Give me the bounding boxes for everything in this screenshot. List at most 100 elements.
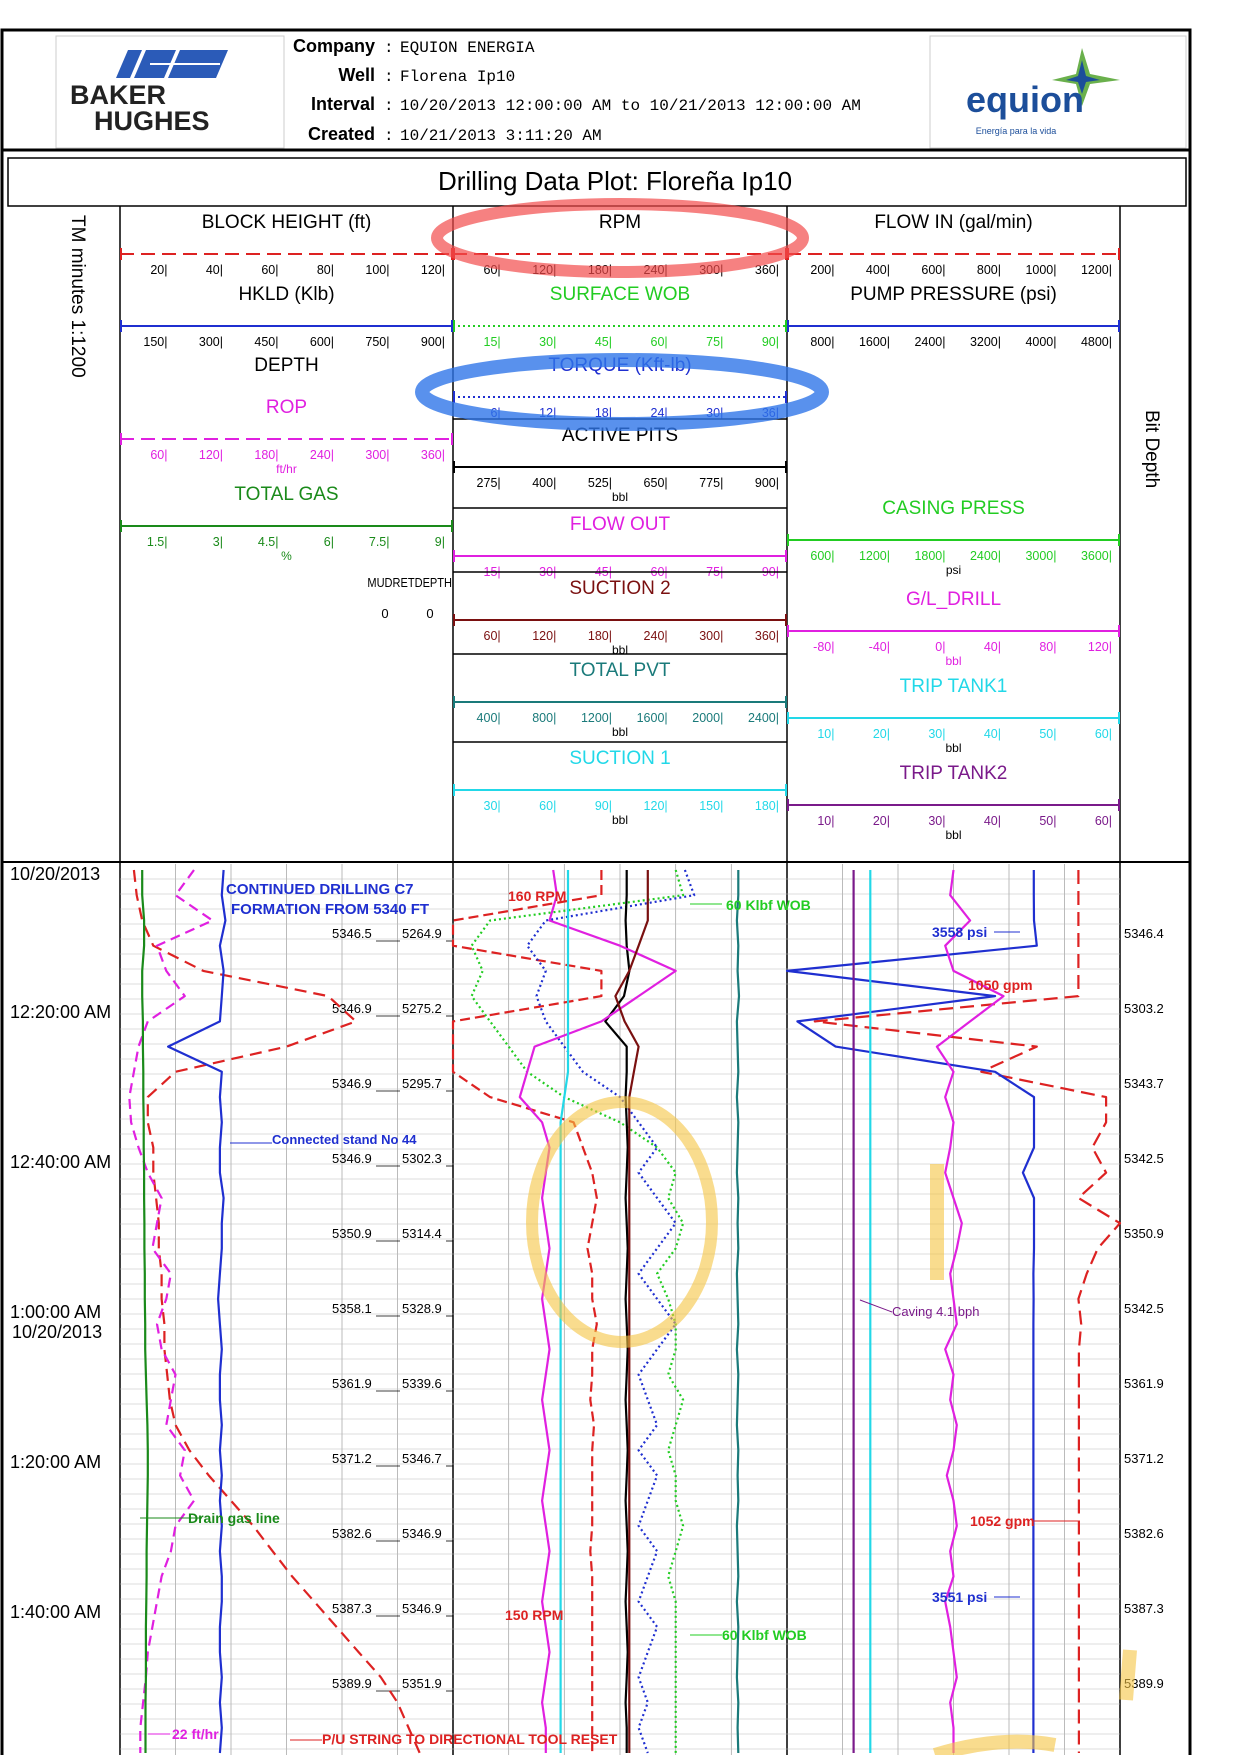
legend-tick-label: 600| (921, 263, 945, 277)
legend-tick-label: 2400| (970, 549, 1001, 563)
legend-tick-label: 240| (310, 448, 334, 462)
legend-tick-label: 275| (477, 476, 501, 490)
legend-tick-label: 3200| (970, 335, 1001, 349)
legend-tick-label: 360| (421, 448, 445, 462)
legend-tick-label: 400| (866, 263, 890, 277)
time-label: 1:40:00 AM (10, 1602, 101, 1622)
depth-value-tvd: 5339.6 (402, 1376, 442, 1391)
legend-tick-label: 120| (199, 448, 223, 462)
legend-tick-label: 9| (435, 535, 445, 549)
legend-tick-label: 900| (421, 335, 445, 349)
note-160-rpm: 160 RPM (508, 888, 566, 904)
legend-unit-label: bbl (612, 813, 628, 827)
note-1052-gpm: 1052 gpm (970, 1513, 1035, 1529)
legend-curve-name: BLOCK HEIGHT (ft) (202, 212, 372, 233)
legend-tick-label: 30| (928, 727, 945, 741)
legend-tick-label: 300| (365, 448, 389, 462)
curve-total-gas (141, 870, 149, 1753)
curve-g-l-drill (935, 869, 1005, 1753)
legend-curve-name: SURFACE WOB (550, 284, 690, 305)
mudret-value-2: 0 (426, 606, 433, 621)
highlight-rpm-circle (431, 198, 809, 278)
legend-curve-name: FLOW OUT (570, 514, 671, 535)
legend-tick-label: 40| (206, 263, 223, 277)
legend-tick-label: 60| (1095, 814, 1112, 828)
legend-tick-label: 180| (254, 448, 278, 462)
legend-tick-label: 30| (484, 799, 501, 813)
curve-surface-wob (470, 869, 685, 1753)
legend-tick-label: 60| (1095, 727, 1112, 741)
depth-value-tvd: 5346.7 (402, 1451, 442, 1466)
note-caving-leader (859, 1299, 893, 1313)
legend-tick-label: 180| (755, 799, 779, 813)
plot-title: Drilling Data Plot: Floreña Ip10 (438, 166, 792, 196)
plot-title-box (7, 157, 1187, 207)
bit-depth-value: 5342.5 (1124, 1301, 1164, 1316)
legend-tick-label: 600| (310, 335, 334, 349)
well-value: Florena Ip10 (400, 68, 515, 86)
legend-curve-name: PUMP PRESSURE (psi) (850, 284, 1057, 305)
legend-curve-name: CASING PRESS (882, 498, 1025, 519)
highlight-torque-circle (415, 353, 829, 431)
legend-tick-label: 450| (254, 335, 278, 349)
equion-logo: equion Energía para la vida (966, 48, 1120, 136)
legend-tick-label: 4800| (1081, 335, 1112, 349)
highlight-mark-2 (1119, 1649, 1137, 1701)
time-label: 1:20:00 AM (10, 1452, 101, 1472)
created-colon: : (384, 127, 394, 145)
baker-hughes-logo: BAKER HUGHES (70, 50, 228, 136)
depth-value-tvd: 5302.3 (402, 1151, 442, 1166)
mudret-value-1: 0 (381, 606, 388, 621)
legend-tick-label: 400| (532, 476, 556, 490)
time-date-label: 10/20/2013 (12, 1322, 102, 1342)
legend-tick-label: 200| (810, 263, 834, 277)
bit-depth-value: 5361.9 (1124, 1376, 1164, 1391)
depth-value-tvd: 5275.2 (402, 1001, 442, 1016)
legend-tick-label: 3| (213, 535, 223, 549)
legend-tick-label: 1600| (859, 335, 890, 349)
legend-tick-label: 7.5| (369, 535, 390, 549)
depth-value-tvd: 5346.9 (402, 1601, 442, 1616)
legend-unit-label: bbl (945, 654, 961, 668)
legend-tick-label: 4.5| (258, 535, 279, 549)
curve-rop (128, 869, 214, 1753)
legend-tick-label: 10| (817, 727, 834, 741)
legend-tick-label: 300| (699, 629, 723, 643)
right-axis-label: Bit Depth (1141, 410, 1162, 488)
legend-tick-label: 50| (1039, 814, 1056, 828)
legend-tick-label: 360| (755, 629, 779, 643)
note-3551-psi: 3551 psi (932, 1589, 987, 1605)
legend-tick-label: 60| (651, 335, 668, 349)
annotations: CONTINUED DRILLING C7 FORMATION FROM 534… (140, 881, 1078, 1747)
legend-tick-label: 30| (928, 814, 945, 828)
logo-left-frame (55, 35, 285, 149)
depth-value-md: 5389.9 (332, 1676, 372, 1691)
note-connected-stand: Connected stand No 44 (272, 1132, 417, 1147)
highlight-mark-3 (932, 1734, 1057, 1760)
legend-tick-label: 150| (143, 335, 167, 349)
legend-tick-label: 900| (755, 476, 779, 490)
logo-right-tagline: Energía para la vida (976, 126, 1057, 136)
legend-tick-label: 240| (644, 629, 668, 643)
legend-curve-name: DEPTH (254, 355, 318, 376)
legend-tick-label: 300| (199, 335, 223, 349)
legend-tick-label: 1200| (1081, 263, 1112, 277)
depth-value-md: 5387.3 (332, 1601, 372, 1616)
legend-curve-name: TRIP TANK1 (900, 676, 1008, 697)
legend-curve-name: FLOW IN (gal/min) (874, 212, 1032, 233)
curve-flow-out (518, 869, 677, 1753)
legend-tick-label: 800| (977, 263, 1001, 277)
header-fields: Company : EQUION ENERGIA Well : Florena … (293, 36, 861, 145)
time-label: 10/20/2013 (10, 864, 100, 884)
legend-tick-label: 360| (755, 263, 779, 277)
legend-tick-label: 2000| (692, 711, 723, 725)
note-caving: Caving 4.1 bph (892, 1304, 979, 1319)
legend-tick-label: 525| (588, 476, 612, 490)
legend-tick-label: -80| (813, 640, 834, 654)
time-label: 1:00:00 AM (10, 1302, 101, 1322)
legend-tick-label: 2400| (914, 335, 945, 349)
bit-depth-value: 5342.5 (1124, 1151, 1164, 1166)
legend-tick-label: 50| (1039, 727, 1056, 741)
legend-tick-label: 0| (935, 640, 945, 654)
legend-tick-label: 150| (699, 799, 723, 813)
